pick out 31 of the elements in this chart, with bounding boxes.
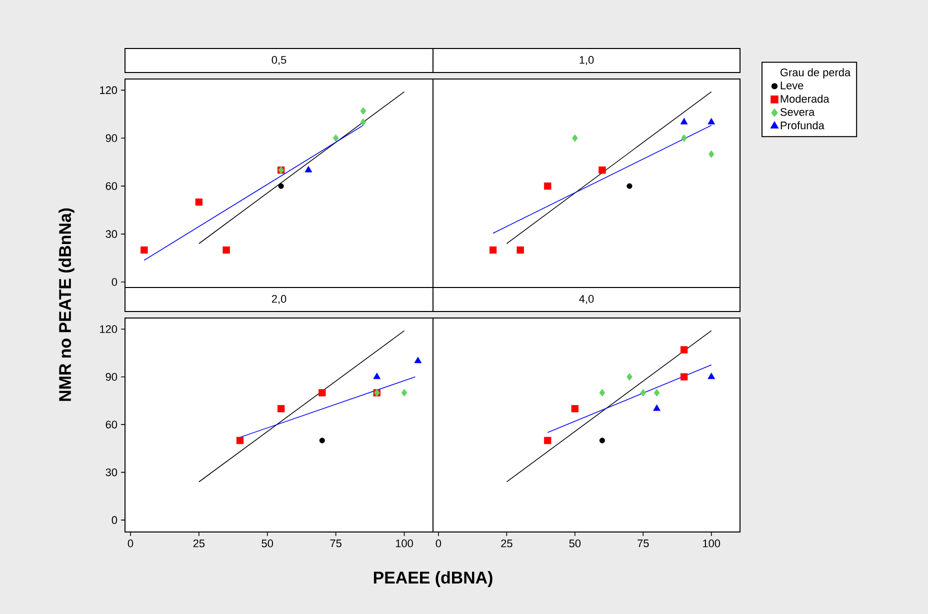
x-tick-label: 100	[703, 540, 720, 548]
chart-title: 4,0	[579, 294, 594, 304]
x-tick-label: 0	[436, 540, 442, 548]
x-tick-label: 50	[569, 540, 581, 548]
legend-label: Leve	[780, 82, 804, 90]
x-tick-label: 25	[193, 540, 205, 548]
x-tick-label: 50	[262, 540, 274, 548]
y-tick-label: 60	[106, 420, 118, 428]
legend-label: Profunda	[780, 121, 824, 130]
y-tick-label: 60	[106, 182, 118, 190]
x-tick-label: 0	[128, 540, 134, 548]
y-tick-label: 120	[100, 325, 118, 334]
y-tick-label: 30	[106, 230, 118, 238]
y-tick-label: 0	[112, 516, 118, 524]
legend-title: Grau de perda	[780, 68, 851, 78]
legend-label: Moderada	[780, 94, 830, 103]
chart-title: 0,5	[272, 56, 286, 66]
chart-title: 2,0	[272, 294, 286, 304]
y-tick-label: 30	[106, 468, 118, 476]
x-tick-label: 25	[501, 540, 512, 548]
y-tick-label: 90	[106, 372, 118, 381]
x-axis-title: PEAEE (dBNA)	[374, 571, 492, 587]
chart-title: 1,0	[580, 56, 594, 66]
x-tick-label: 75	[638, 540, 649, 548]
y-tick-label: 0	[112, 278, 118, 286]
y-tick-label: 120	[100, 86, 118, 94]
legend-label: Severa	[780, 108, 815, 116]
y-tick-label: 90	[106, 134, 118, 142]
x-tick-label: 75	[330, 540, 342, 548]
y-axis-title: NMR no PEATE (dBnNa)	[58, 208, 74, 401]
x-tick-label: 100	[396, 540, 413, 548]
